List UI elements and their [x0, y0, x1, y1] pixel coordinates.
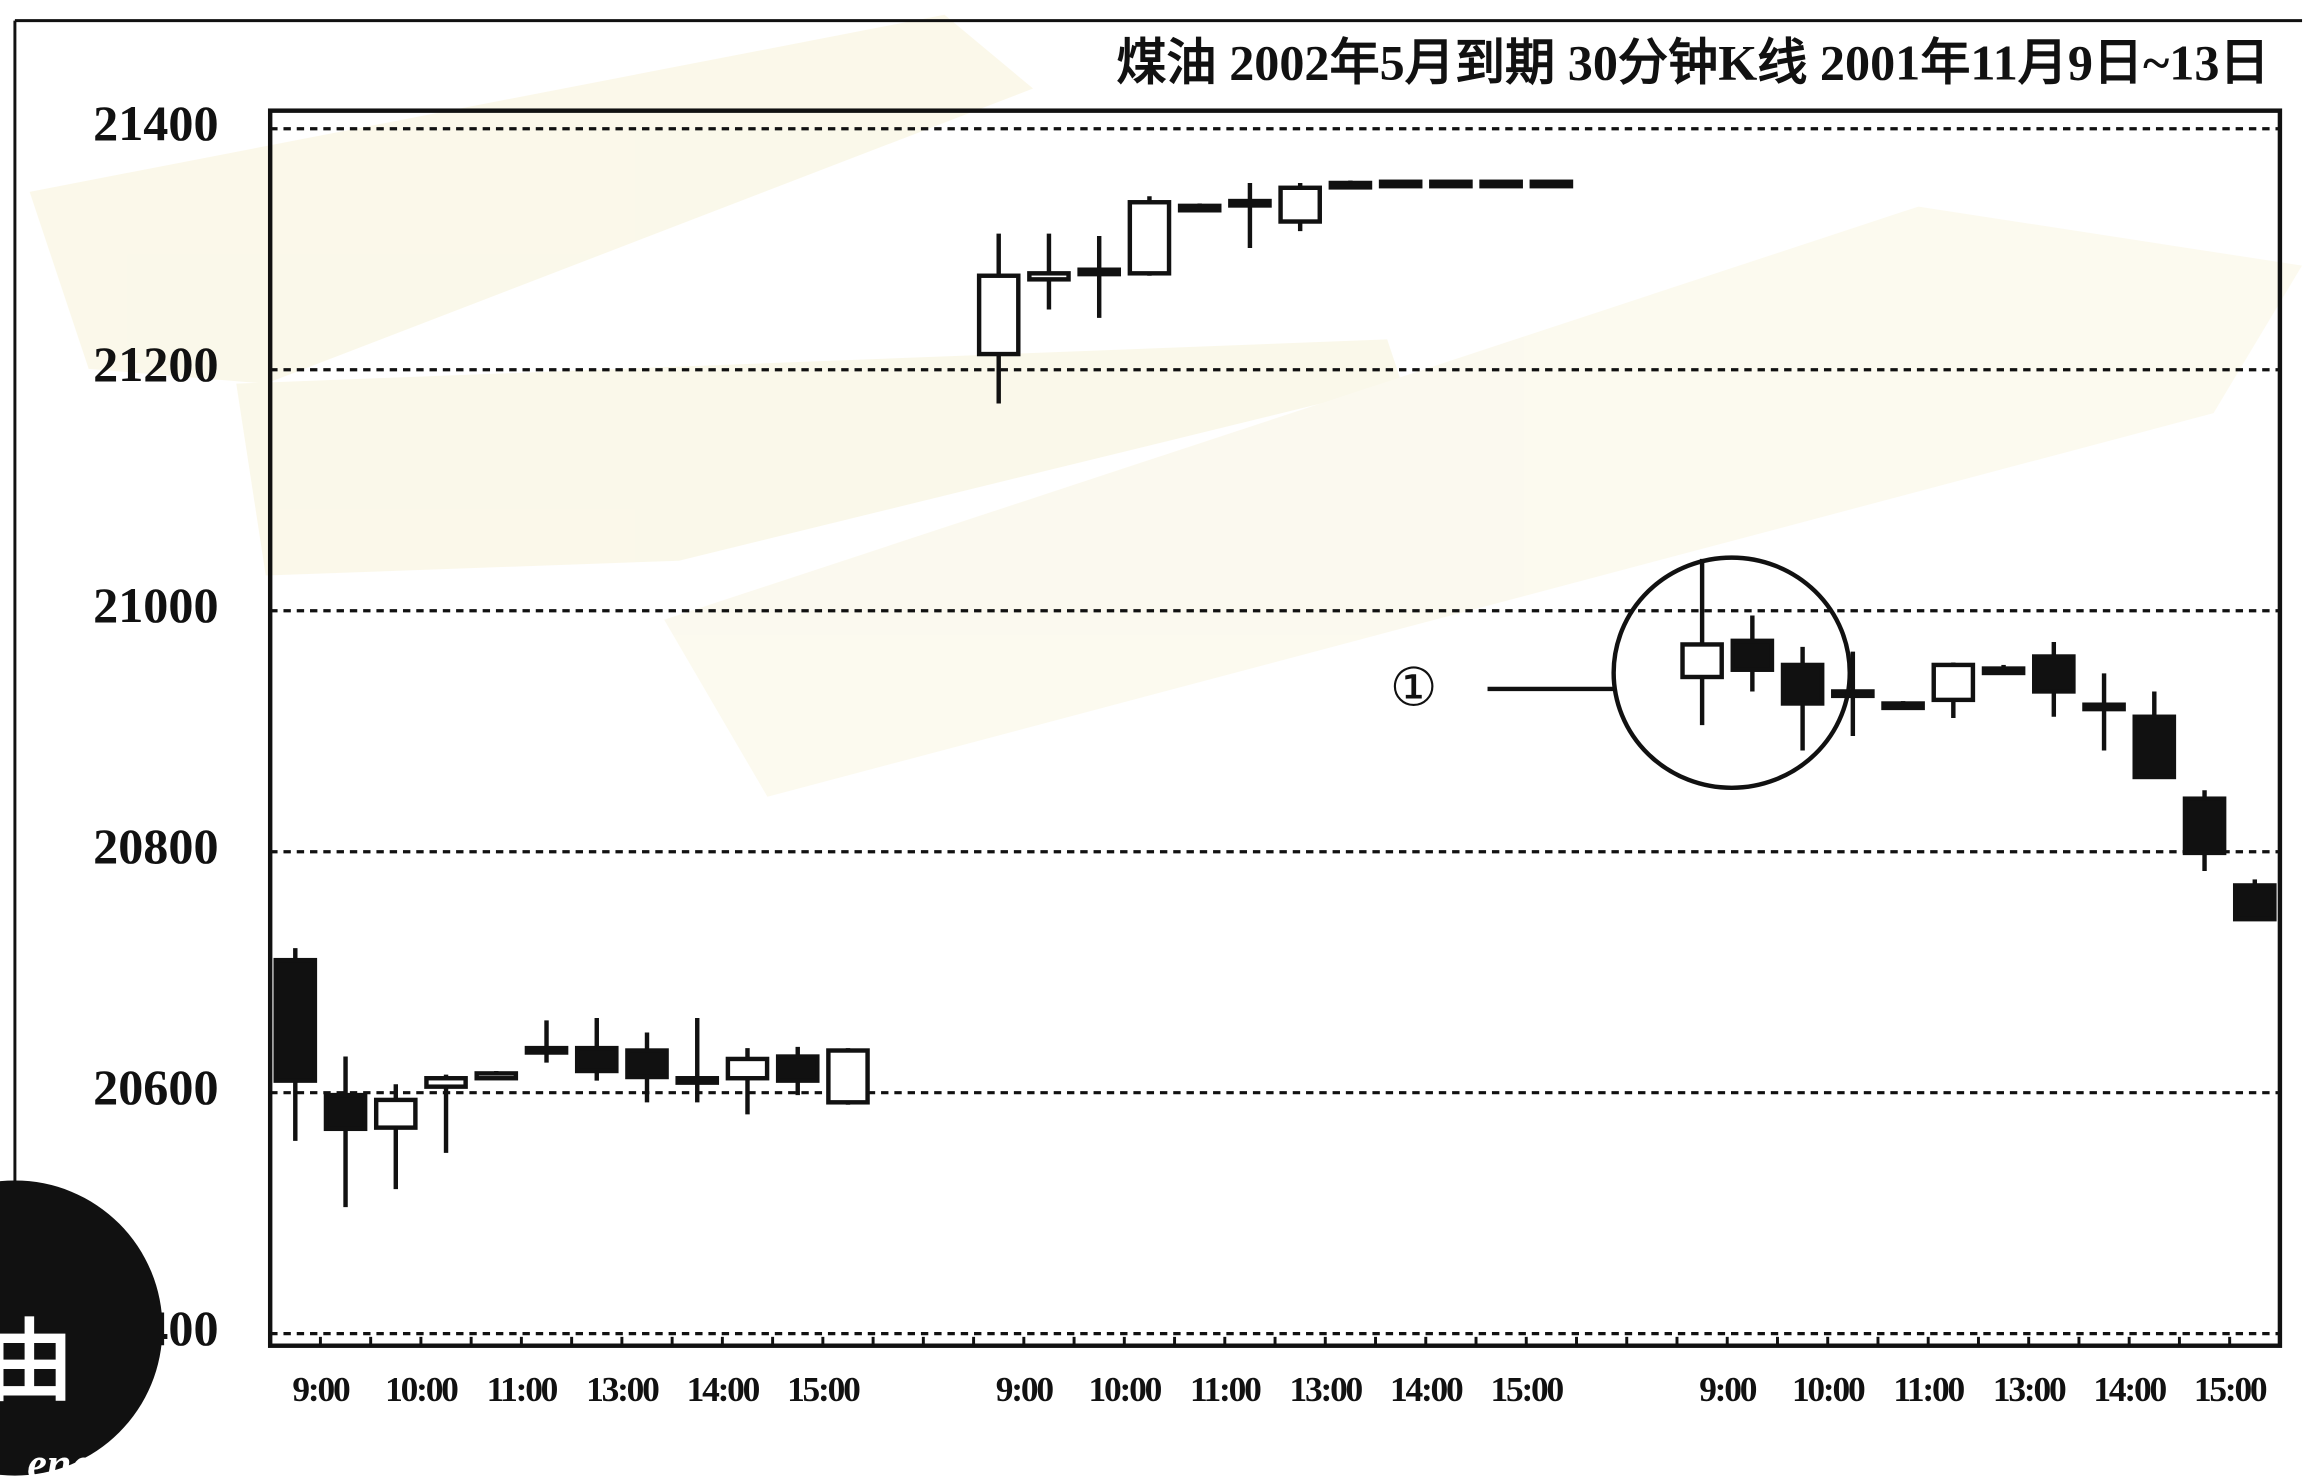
candle-body — [424, 1076, 468, 1089]
candle-body — [1429, 179, 1473, 189]
candle-body — [2132, 714, 2177, 780]
candle-body — [273, 957, 318, 1083]
candle-body — [323, 1092, 368, 1132]
x-tick-label: 15:00 — [787, 1369, 860, 1409]
x-tick-label: 9:00 — [292, 1369, 350, 1409]
annotation-label: ① — [1390, 660, 1438, 718]
x-tick-label: 11:00 — [1893, 1369, 1964, 1409]
candle-body — [826, 1048, 870, 1105]
y-tick-label: 20600 — [93, 1059, 218, 1115]
candle-body — [1127, 200, 1172, 276]
x-tick-label: 11:00 — [487, 1369, 558, 1409]
y-tick-label: 21400 — [93, 95, 218, 151]
candle-body — [574, 1045, 619, 1074]
x-tick-label: 14:00 — [1390, 1369, 1463, 1409]
candle-body — [1730, 638, 1775, 672]
x-tick-label: 15:00 — [2194, 1369, 2267, 1409]
y-tick-label: 20800 — [93, 818, 218, 874]
candle-body — [675, 1076, 720, 1085]
candle-body — [775, 1054, 820, 1083]
logo: 由 ene — [0, 1180, 163, 1480]
candle-body — [625, 1048, 669, 1080]
x-tick-label: 13:00 — [1290, 1369, 1363, 1409]
candle-body — [2232, 883, 2277, 922]
candle-body — [1278, 185, 1322, 224]
candle-body — [373, 1097, 418, 1130]
candle-body — [1378, 179, 1423, 189]
x-tick-label: 10:00 — [385, 1369, 458, 1409]
candle-body — [2032, 654, 2076, 694]
x-tick-label: 10:00 — [1792, 1369, 1865, 1409]
logo-subtext: ene — [27, 1439, 91, 1480]
candle-body — [1680, 642, 1724, 680]
x-tick-label: 15:00 — [1490, 1369, 1563, 1409]
candle-body — [2082, 702, 2126, 712]
candle-body — [1529, 179, 1574, 189]
candle-body — [1780, 662, 1825, 706]
candle-body — [1831, 689, 1875, 699]
candle-body — [976, 273, 1021, 357]
x-tick-label: 9:00 — [1699, 1369, 1757, 1409]
candle-body — [2182, 796, 2227, 856]
candle-body — [1479, 179, 1523, 189]
candle-body — [725, 1056, 770, 1081]
candle-body — [474, 1071, 519, 1081]
candle-body — [1027, 271, 1071, 282]
candle-body — [1881, 701, 1925, 711]
x-tick-label: 14:00 — [2093, 1369, 2166, 1409]
logo-text: 由 — [0, 1315, 74, 1413]
x-tick-label: 13:00 — [1993, 1369, 2066, 1409]
x-tick-label: 14:00 — [687, 1369, 760, 1409]
y-tick-label: 21000 — [93, 577, 218, 633]
chart-title: 煤油 2002年5月到期 30分钟K线 2001年11月9日~13日 — [1116, 34, 2269, 90]
annotation-circle — [1611, 555, 1852, 791]
candle-body — [1981, 666, 2026, 676]
candle-body — [1177, 203, 1222, 213]
y-tick-label: 21200 — [93, 336, 218, 392]
candle-body — [1931, 662, 1976, 703]
x-tick-label: 13:00 — [586, 1369, 659, 1409]
x-tick-label: 10:00 — [1089, 1369, 1162, 1409]
candle-body — [1228, 198, 1272, 208]
candle-body — [1077, 267, 1122, 277]
x-tick-label: 11:00 — [1190, 1369, 1261, 1409]
background-watermark — [29, 14, 2303, 797]
candle-body — [524, 1045, 569, 1055]
x-tick-label: 9:00 — [996, 1369, 1054, 1409]
candle-body — [1328, 180, 1373, 190]
